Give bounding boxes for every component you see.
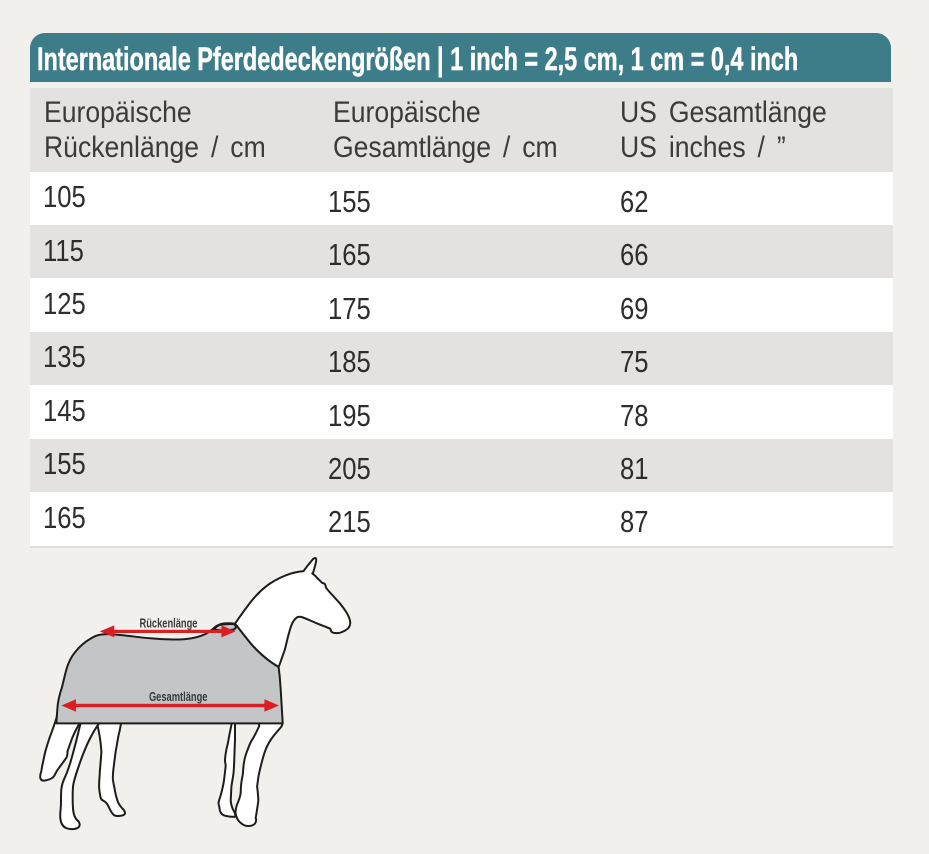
svg-text:Gesamtlänge: Gesamtlänge	[149, 690, 208, 704]
svg-text:Rückenlänge: Rückenlänge	[140, 616, 198, 630]
